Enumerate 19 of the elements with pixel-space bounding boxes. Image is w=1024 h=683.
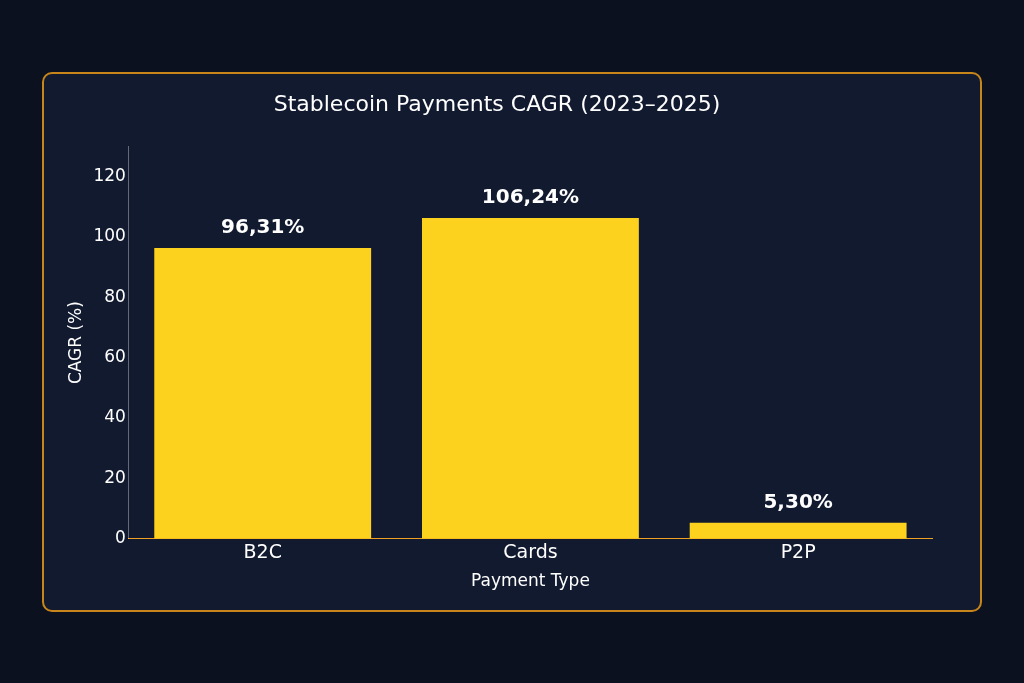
y-tick-label: 60: [104, 345, 126, 366]
y-tick-label: 100: [93, 224, 126, 245]
y-tick-label: 80: [104, 285, 126, 306]
y-tick-label: 40: [104, 405, 126, 426]
y-tick-label: 0: [115, 526, 126, 547]
x-tick-label: Cards: [503, 539, 558, 562]
y-axis-title: CAGR (%): [64, 300, 85, 384]
x-axis-title: Payment Type: [470, 569, 590, 590]
bar: [154, 247, 372, 539]
y-tick-label: 120: [93, 164, 126, 185]
chart-title: Stablecoin Payments CAGR (2023–2025): [273, 90, 721, 116]
data-label: 5,30%: [763, 488, 833, 513]
data-label: 96,31%: [221, 213, 305, 238]
x-tick-label: P2P: [780, 539, 816, 562]
x-tick-label: B2C: [243, 539, 282, 562]
bar: [689, 522, 907, 539]
data-label: 106,24%: [481, 183, 580, 208]
y-tick-label: 20: [104, 466, 126, 487]
bar: [422, 217, 639, 539]
